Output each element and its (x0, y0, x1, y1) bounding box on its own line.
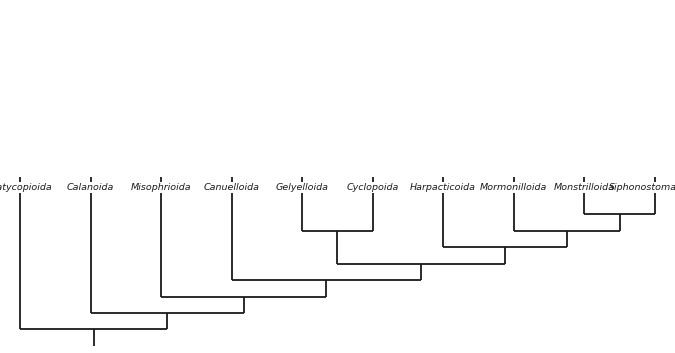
Text: Misophrioida: Misophrioida (131, 184, 192, 192)
Text: Cyclopoida: Cyclopoida (346, 184, 399, 192)
Text: Canuelloida: Canuelloida (204, 184, 260, 192)
Text: Calanoida: Calanoida (67, 184, 115, 192)
Text: Platycopioida: Platycopioida (0, 184, 52, 192)
Text: Harpacticoida: Harpacticoida (410, 184, 477, 192)
Text: Mormonilloida: Mormonilloida (480, 184, 547, 192)
Text: Monstrilloida: Monstrilloida (554, 184, 615, 192)
Text: Siphonostomatoida: Siphonostomatoida (609, 184, 675, 192)
Text: Gelyelloida: Gelyelloida (276, 184, 329, 192)
